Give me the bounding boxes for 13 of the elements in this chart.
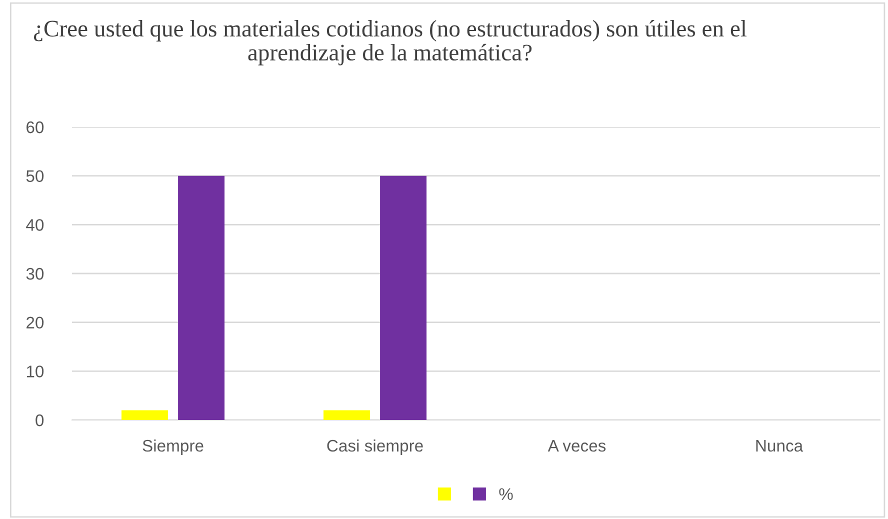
- y-tick-label: 40: [26, 219, 44, 231]
- y-tick-label: 10: [26, 366, 44, 378]
- x-tick-label: Nunca: [756, 440, 804, 452]
- x-tick-label: Casi siempre: [327, 439, 423, 455]
- y-tick-label: 0: [36, 414, 44, 426]
- legend-label: %: [499, 488, 513, 500]
- chart-title: ¿Cree usted que los materiales cotidianos (no estructurados) son útiles en el aprendizaje de la matemática?: [34, 20, 747, 66]
- y-tick-label: 60: [26, 121, 44, 134]
- x-tick-label: Siempre: [142, 439, 204, 455]
- y-tick-label: 50: [26, 170, 44, 182]
- x-tick-label: A veces: [548, 440, 606, 452]
- y-tick-label: 20: [26, 316, 44, 329]
- y-tick-label: 30: [26, 268, 44, 280]
